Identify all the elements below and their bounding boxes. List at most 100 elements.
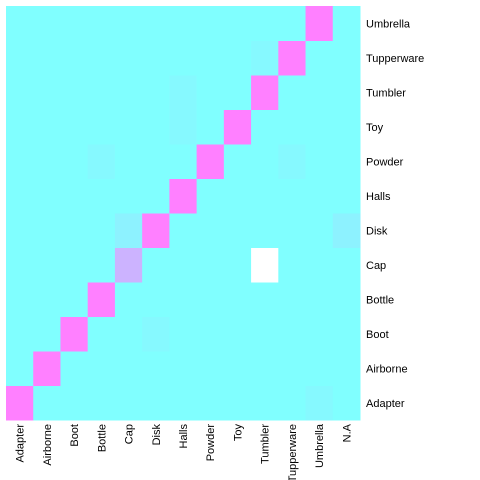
- heatmap-cell-adapter-airborne: [33, 385, 61, 421]
- heatmap-cell-cap-disk: [142, 247, 170, 283]
- heatmap-cell-bottle-cap: [114, 282, 143, 317]
- heatmap-cell-halls-cap: [114, 178, 143, 214]
- heatmap-cell-toy-airborne: [33, 109, 61, 145]
- y-tick-labels: Adapter Airborne Boot Bottle Cap Disk Halls Pow…: [366, 18, 424, 410]
- heatmap-cell-adapter-disk: [142, 385, 170, 421]
- x-tick-label: Tupperware: [287, 424, 299, 480]
- heatmap-cell-halls-umbrella: [305, 178, 334, 214]
- heatmap-cell-tupperware-tumbler: [251, 40, 279, 76]
- x-tick-label: Disk: [151, 424, 163, 446]
- heatmap-cell-bottle-umbrella: [305, 282, 334, 317]
- heatmap-cell-tupperware-n-a: [332, 40, 361, 76]
- heatmap-cell-bottle-n-a: [332, 282, 361, 317]
- heatmap-cell-tupperware-cap: [114, 40, 143, 76]
- heatmap-cell-adapter-n-a: [332, 385, 361, 421]
- heatmap-cell-adapter-adapter: [6, 385, 34, 421]
- heatmap-cell-tumbler-tumbler: [251, 75, 279, 110]
- heatmap-cell-umbrella-n-a: [332, 6, 361, 41]
- y-tick-label: Cap: [366, 260, 386, 272]
- heatmap-cell-umbrella-bottle: [87, 6, 116, 41]
- heatmap-cell-disk-adapter: [6, 213, 34, 248]
- heatmap-cell-cap-umbrella: [305, 247, 334, 283]
- x-tick-label: Halls: [178, 424, 190, 449]
- y-tick-label: Adapter: [366, 398, 405, 410]
- heatmap-cell-disk-cap: [114, 213, 143, 248]
- heatmap-cells: [6, 6, 361, 421]
- heatmap-cell-bottle-powder: [196, 282, 225, 317]
- heatmap-cell-cap-powder: [196, 247, 225, 283]
- heatmap-cell-umbrella-toy: [223, 6, 252, 41]
- heatmap-cell-cap-tupperware: [278, 247, 307, 283]
- heatmap-cell-bottle-boot: [60, 282, 89, 317]
- heatmap-cell-adapter-toy: [223, 385, 252, 421]
- heatmap-cell-powder-halls: [169, 144, 198, 179]
- heatmap-cell-halls-disk: [142, 178, 170, 214]
- heatmap-cell-powder-n-a: [332, 144, 361, 179]
- heatmap-cell-airborne-toy: [223, 351, 252, 386]
- heatmap-cell-toy-umbrella: [305, 109, 334, 145]
- heatmap-cell-toy-tupperware: [278, 109, 307, 145]
- heatmap-cell-tumbler-powder: [196, 75, 225, 110]
- heatmap-cell-powder-bottle: [87, 144, 116, 179]
- x-tick-label: N.A: [341, 423, 353, 442]
- heatmap-cell-disk-airborne: [33, 213, 61, 248]
- x-tick-label: Umbrella: [314, 423, 326, 468]
- heatmap-cell-umbrella-tupperware: [278, 6, 307, 41]
- heatmap-cell-powder-umbrella: [305, 144, 334, 179]
- heatmap-cell-tupperware-adapter: [6, 40, 34, 76]
- x-tick-label: Bottle: [96, 424, 108, 452]
- heatmap-cell-disk-halls: [169, 213, 198, 248]
- heatmap-cell-disk-toy: [223, 213, 252, 248]
- heatmap-cell-toy-bottle: [87, 109, 116, 145]
- heatmap-cell-tupperware-halls: [169, 40, 198, 76]
- heatmap-cell-adapter-cap: [114, 385, 143, 421]
- heatmap-cell-boot-boot: [60, 316, 89, 352]
- heatmap-cell-bottle-adapter: [6, 282, 34, 317]
- heatmap-cell-toy-powder: [196, 109, 225, 145]
- y-tick-label: Tumbler: [366, 87, 406, 99]
- heatmap-cell-umbrella-airborne: [33, 6, 61, 41]
- heatmap-cell-bottle-toy: [223, 282, 252, 317]
- y-tick-label: Disk: [366, 225, 388, 237]
- heatmap-cell-umbrella-powder: [196, 6, 225, 41]
- heatmap-cell-powder-boot: [60, 144, 89, 179]
- heatmap-cell-halls-boot: [60, 178, 89, 214]
- heatmap-cell-boot-tumbler: [251, 316, 279, 352]
- heatmap-cell-boot-toy: [223, 316, 252, 352]
- heatmap-cell-umbrella-boot: [60, 6, 89, 41]
- heatmap-cell-bottle-disk: [142, 282, 170, 317]
- heatmap-cell-boot-halls: [169, 316, 198, 352]
- heatmap-cell-tumbler-n-a: [332, 75, 361, 110]
- heatmap-cell-airborne-adapter: [6, 351, 34, 386]
- y-tick-label: Airborne: [366, 363, 408, 375]
- x-tick-labels: Adapter Airborne Boot Bottle Cap Disk Halls Pow…: [15, 423, 354, 480]
- heatmap-cell-boot-cap: [114, 316, 143, 352]
- heatmap-cell-halls-n-a: [332, 178, 361, 214]
- heatmap-cell-umbrella-halls: [169, 6, 198, 41]
- y-tick-label: Boot: [366, 329, 389, 341]
- heatmap-cell-umbrella-cap: [114, 6, 143, 41]
- heatmap-cell-boot-umbrella: [305, 316, 334, 352]
- heatmap-cell-halls-airborne: [33, 178, 61, 214]
- heatmap-cell-tumbler-disk: [142, 75, 170, 110]
- x-tick-label: Toy: [232, 424, 244, 442]
- heatmap-cell-halls-halls: [169, 178, 198, 214]
- heatmap-cell-cap-cap: [114, 247, 143, 283]
- heatmap-cell-airborne-airborne: [33, 351, 61, 386]
- heatmap-cell-toy-n-a: [332, 109, 361, 145]
- heatmap-cell-tupperware-umbrella: [305, 40, 334, 76]
- heatmap-cell-adapter-halls: [169, 385, 198, 421]
- heatmap-cell-powder-disk: [142, 144, 170, 179]
- x-tick-label: Tumbler: [260, 424, 272, 464]
- heatmap-cell-disk-umbrella: [305, 213, 334, 248]
- heatmap-cell-umbrella-umbrella: [305, 6, 334, 41]
- heatmap-cell-halls-toy: [223, 178, 252, 214]
- heatmap-cell-disk-boot: [60, 213, 89, 248]
- heatmap-cell-adapter-tupperware: [278, 385, 307, 421]
- heatmap-cell-airborne-n-a: [332, 351, 361, 386]
- heatmap-cell-powder-airborne: [33, 144, 61, 179]
- y-tick-label: Bottle: [366, 294, 394, 306]
- heatmap-cell-disk-powder: [196, 213, 225, 248]
- heatmap-cell-toy-cap: [114, 109, 143, 145]
